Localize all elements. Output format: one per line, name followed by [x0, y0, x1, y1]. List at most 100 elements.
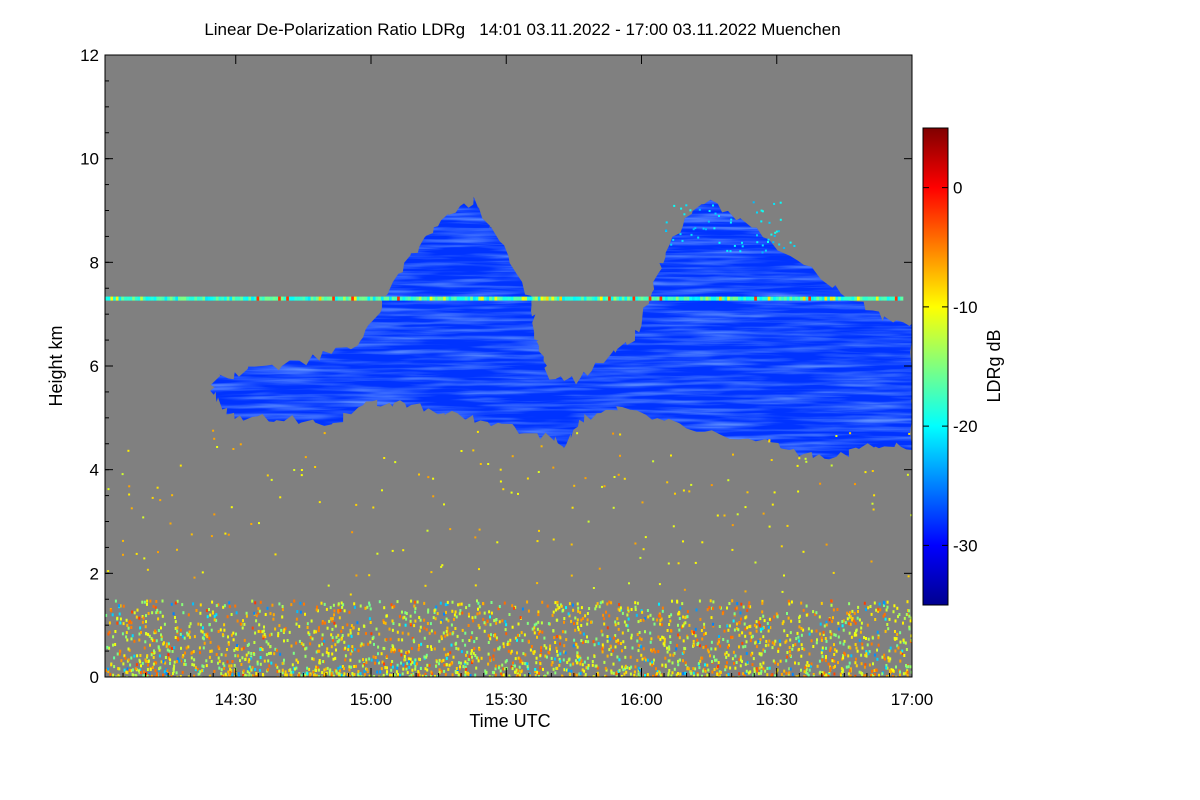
noise-pixel: [619, 433, 622, 436]
noise-pixel: [651, 649, 654, 653]
noise-pixel: [467, 658, 470, 662]
noise-pixel: [138, 669, 140, 673]
artifact-segment: [729, 296, 733, 301]
artifact-segment: [516, 296, 520, 301]
noise-pixel: [385, 638, 388, 641]
noise-pixel: [677, 612, 680, 616]
noise-pixel: [227, 670, 230, 674]
noise-pixel: [626, 613, 629, 617]
noise-pixel: [581, 663, 584, 667]
noise-pixel: [703, 622, 706, 626]
noise-pixel: [843, 639, 846, 643]
noise-pixel: [523, 674, 526, 677]
noise-pixel: [646, 658, 649, 662]
noise-pixel: [163, 622, 166, 626]
noise-pixel: [668, 615, 671, 618]
noise-pixel: [805, 664, 808, 668]
artifact-segment: [118, 296, 122, 301]
artifact-segment: [846, 296, 850, 301]
noise-pixel: [568, 657, 571, 661]
noise-pixel: [896, 644, 899, 648]
artifact-segment: [367, 296, 371, 301]
noise-pixel: [236, 644, 239, 647]
noise-pixel: [885, 666, 888, 670]
noise-pixel: [199, 603, 202, 607]
noise-pixel: [805, 604, 808, 608]
artifact-segment: [178, 296, 181, 301]
noise-pixel: [653, 658, 655, 662]
noise-pixel: [630, 636, 633, 640]
noise-pixel: [494, 673, 497, 677]
noise-pixel: [672, 653, 675, 657]
noise-pixel: [794, 661, 796, 665]
noise-pixel: [625, 623, 628, 627]
noise-pixel: [281, 605, 284, 608]
noise-pixel: [807, 673, 810, 677]
noise-pixel: [156, 610, 159, 614]
noise-pixel: [848, 602, 851, 606]
noise-pixel: [726, 661, 728, 665]
cloud-speckle: [760, 220, 763, 223]
noise-pixel: [167, 653, 170, 657]
noise-pixel: [156, 486, 159, 489]
noise-pixel: [894, 649, 897, 653]
noise-pixel: [849, 432, 852, 435]
noise-pixel: [725, 655, 728, 659]
noise-pixel: [127, 449, 130, 452]
noise-pixel: [128, 669, 131, 672]
noise-pixel: [891, 675, 894, 677]
noise-pixel: [401, 638, 404, 642]
noise-pixel: [466, 662, 469, 666]
noise-pixel: [614, 620, 617, 624]
noise-pixel: [682, 540, 684, 543]
noise-pixel: [701, 541, 704, 544]
noise-pixel: [860, 626, 863, 630]
noise-pixel: [169, 662, 171, 665]
noise-pixel: [787, 599, 790, 603]
artifact-segment: [797, 296, 801, 301]
noise-pixel: [454, 610, 457, 614]
noise-pixel: [704, 631, 707, 635]
noise-pixel: [151, 638, 154, 642]
noise-pixel: [637, 666, 640, 670]
noise-pixel: [514, 664, 516, 668]
noise-pixel: [143, 557, 146, 560]
noise-pixel: [223, 664, 226, 668]
artifact-segment: [462, 296, 466, 301]
noise-pixel: [810, 664, 812, 668]
noise-pixel: [332, 638, 334, 642]
noise-pixel: [839, 641, 842, 645]
noise-pixel: [384, 621, 387, 625]
noise-pixel: [173, 664, 176, 668]
noise-pixel: [153, 649, 155, 653]
noise-pixel: [577, 606, 580, 610]
noise-pixel: [637, 672, 640, 676]
noise-pixel: [155, 600, 158, 603]
noise-pixel: [158, 667, 161, 671]
noise-pixel: [235, 611, 238, 615]
noise-pixel: [430, 648, 433, 651]
noise-pixel: [340, 673, 343, 677]
noise-pixel: [902, 640, 905, 644]
noise-pixel: [733, 661, 735, 665]
noise-pixel: [863, 665, 866, 669]
noise-pixel: [323, 602, 326, 606]
noise-pixel: [789, 631, 792, 635]
noise-pixel: [766, 666, 769, 670]
artifact-segment: [562, 296, 566, 301]
noise-pixel: [906, 600, 909, 604]
noise-pixel: [846, 611, 849, 615]
noise-pixel: [576, 621, 579, 625]
noise-pixel: [295, 622, 298, 626]
noise-pixel: [677, 562, 680, 565]
noise-pixel: [293, 469, 296, 471]
artifact-segment: [294, 296, 298, 301]
noise-pixel: [658, 583, 661, 586]
artifact-segment: [413, 296, 417, 301]
artifact-segment: [224, 296, 227, 301]
noise-pixel: [269, 612, 272, 616]
noise-pixel: [878, 673, 880, 677]
artifact-segment: [651, 296, 655, 301]
noise-pixel: [876, 630, 879, 634]
artifact-segment: [527, 296, 530, 301]
